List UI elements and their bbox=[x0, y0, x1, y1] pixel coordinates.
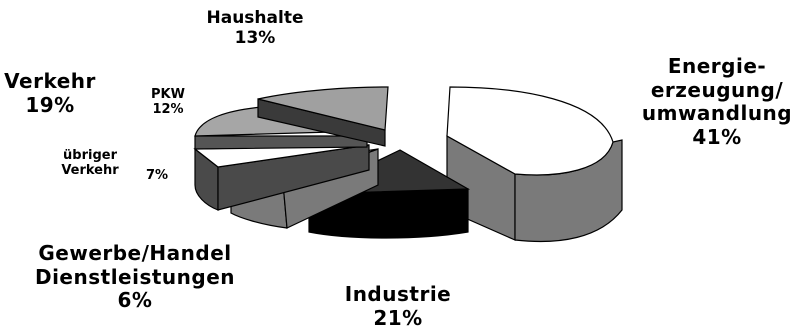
label-uebriger-verkehr-value: 7% bbox=[137, 168, 177, 183]
label-pkw: PKW 12% bbox=[143, 87, 193, 118]
label-industrie: Industrie 21% bbox=[318, 282, 478, 330]
label-verkehr-line-1: Verkehr bbox=[4, 69, 96, 93]
label-haushalte-value: 13% bbox=[234, 28, 276, 49]
label-energie: Energie- erzeugung/ umwandlung 41% bbox=[627, 54, 807, 149]
label-energie-line-3: umwandlung bbox=[641, 101, 793, 126]
label-uebriger-verkehr-line-1: übriger bbox=[63, 148, 117, 163]
label-verkehr-value: 19% bbox=[25, 92, 75, 117]
slice-haushalte-top bbox=[257, 86, 389, 131]
slice-haushalte bbox=[257, 86, 389, 147]
label-haushalte-line-1: Haushalte bbox=[206, 8, 304, 28]
slice-uebriger-verkehr bbox=[193, 144, 370, 211]
label-haushalte: Haushalte 13% bbox=[185, 8, 325, 48]
label-energie-value: 41% bbox=[692, 124, 742, 149]
label-pkw-line-1: PKW bbox=[151, 87, 185, 102]
label-uebriger-verkehr-value-text: 7% bbox=[145, 168, 169, 183]
label-gewerbe-line-1: Gewerbe/Handel bbox=[38, 241, 232, 265]
label-pkw-value: 12% bbox=[152, 102, 184, 118]
label-industrie-line-1: Industrie bbox=[344, 282, 452, 306]
label-uebriger-verkehr-line-2: Verkehr bbox=[61, 163, 119, 179]
label-uebriger-verkehr: übriger Verkehr bbox=[40, 148, 140, 179]
label-gewerbe-line-2: Dienstleistungen bbox=[34, 264, 236, 289]
label-verkehr: Verkehr 19% bbox=[0, 69, 100, 117]
label-energie-line-1: Energie- bbox=[667, 54, 767, 78]
label-gewerbe: Gewerbe/Handel Dienstleistungen 6% bbox=[20, 241, 250, 313]
slice-industrie-side bbox=[308, 188, 469, 239]
label-gewerbe-value: 6% bbox=[117, 288, 153, 313]
slice-energie-top bbox=[446, 86, 614, 176]
slice-pkw-side bbox=[194, 135, 368, 150]
slice-energie bbox=[446, 86, 623, 243]
label-industrie-value: 21% bbox=[373, 305, 423, 330]
label-energie-line-2: erzeugung/ bbox=[650, 77, 784, 102]
